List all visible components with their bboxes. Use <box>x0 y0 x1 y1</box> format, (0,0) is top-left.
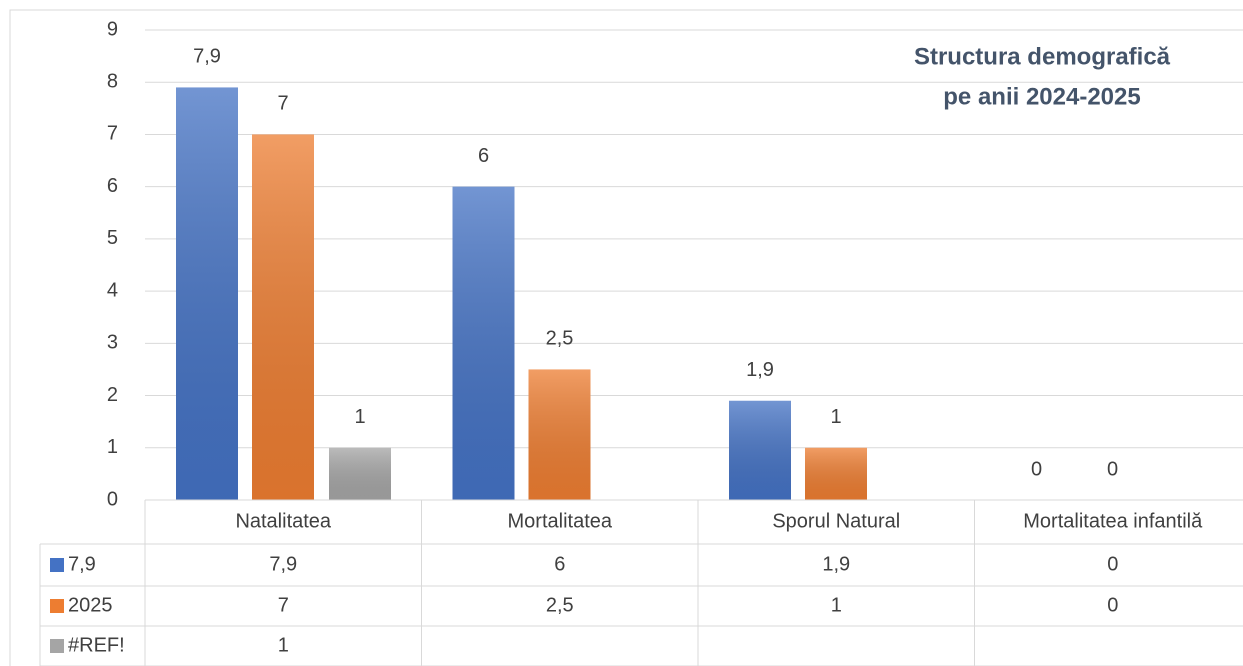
x-tick-label: Mortalitatea <box>508 510 613 532</box>
y-tick-label: 6 <box>107 175 118 197</box>
table-cell: 0 <box>1107 594 1118 616</box>
data-label: 2,5 <box>546 328 574 350</box>
table-cell: 2,5 <box>546 594 574 616</box>
y-tick-label: 2 <box>107 384 118 406</box>
data-label: 1 <box>830 406 841 428</box>
table-cell: 6 <box>554 553 565 575</box>
data-label: 6 <box>478 145 489 167</box>
table-cell: 1,9 <box>822 553 850 575</box>
legend-key <box>50 599 64 613</box>
x-tick-label: Natalitatea <box>235 510 331 532</box>
chart-frame <box>9 9 1243 666</box>
table-cell: 1 <box>278 634 289 656</box>
legend-label: 7,9 <box>68 553 96 575</box>
table-cell: 7 <box>278 594 289 616</box>
table-cell: 1 <box>831 594 842 616</box>
y-tick-label: 9 <box>107 18 118 40</box>
legend-key <box>50 639 64 653</box>
chart-title: pe anii 2024-2025 <box>943 83 1140 110</box>
table-cell: 7,9 <box>269 553 297 575</box>
x-tick-label: Sporul Natural <box>772 510 900 532</box>
bar-shade <box>452 186 515 500</box>
y-tick-label: 0 <box>107 488 118 510</box>
data-label: 1,9 <box>746 359 774 381</box>
bar-shade <box>805 447 867 500</box>
data-label: 0 <box>1031 458 1042 480</box>
bar-shade <box>176 87 238 500</box>
bar-shade <box>252 134 314 500</box>
legend-key <box>50 558 64 572</box>
y-tick-label: 7 <box>107 123 118 145</box>
legend-label: #REF! <box>68 634 125 656</box>
bar-shade <box>329 447 391 500</box>
table-cell: 0 <box>1107 553 1118 575</box>
bar-shade <box>528 369 591 500</box>
data-label: 7,9 <box>193 46 221 68</box>
y-tick-label: 8 <box>107 71 118 93</box>
legend-label: 2025 <box>68 594 113 616</box>
y-tick-label: 5 <box>107 227 118 249</box>
x-tick-label: Mortalitatea infantilă <box>1023 510 1203 532</box>
y-tick-label: 4 <box>107 279 118 301</box>
y-tick-label: 3 <box>107 332 118 354</box>
bar-shade <box>729 400 791 500</box>
y-tick-label: 1 <box>107 436 118 458</box>
data-label: 7 <box>277 93 288 115</box>
chart-title: Structura demografică <box>914 43 1171 70</box>
data-label: 1 <box>354 406 365 428</box>
data-label: 0 <box>1107 458 1118 480</box>
